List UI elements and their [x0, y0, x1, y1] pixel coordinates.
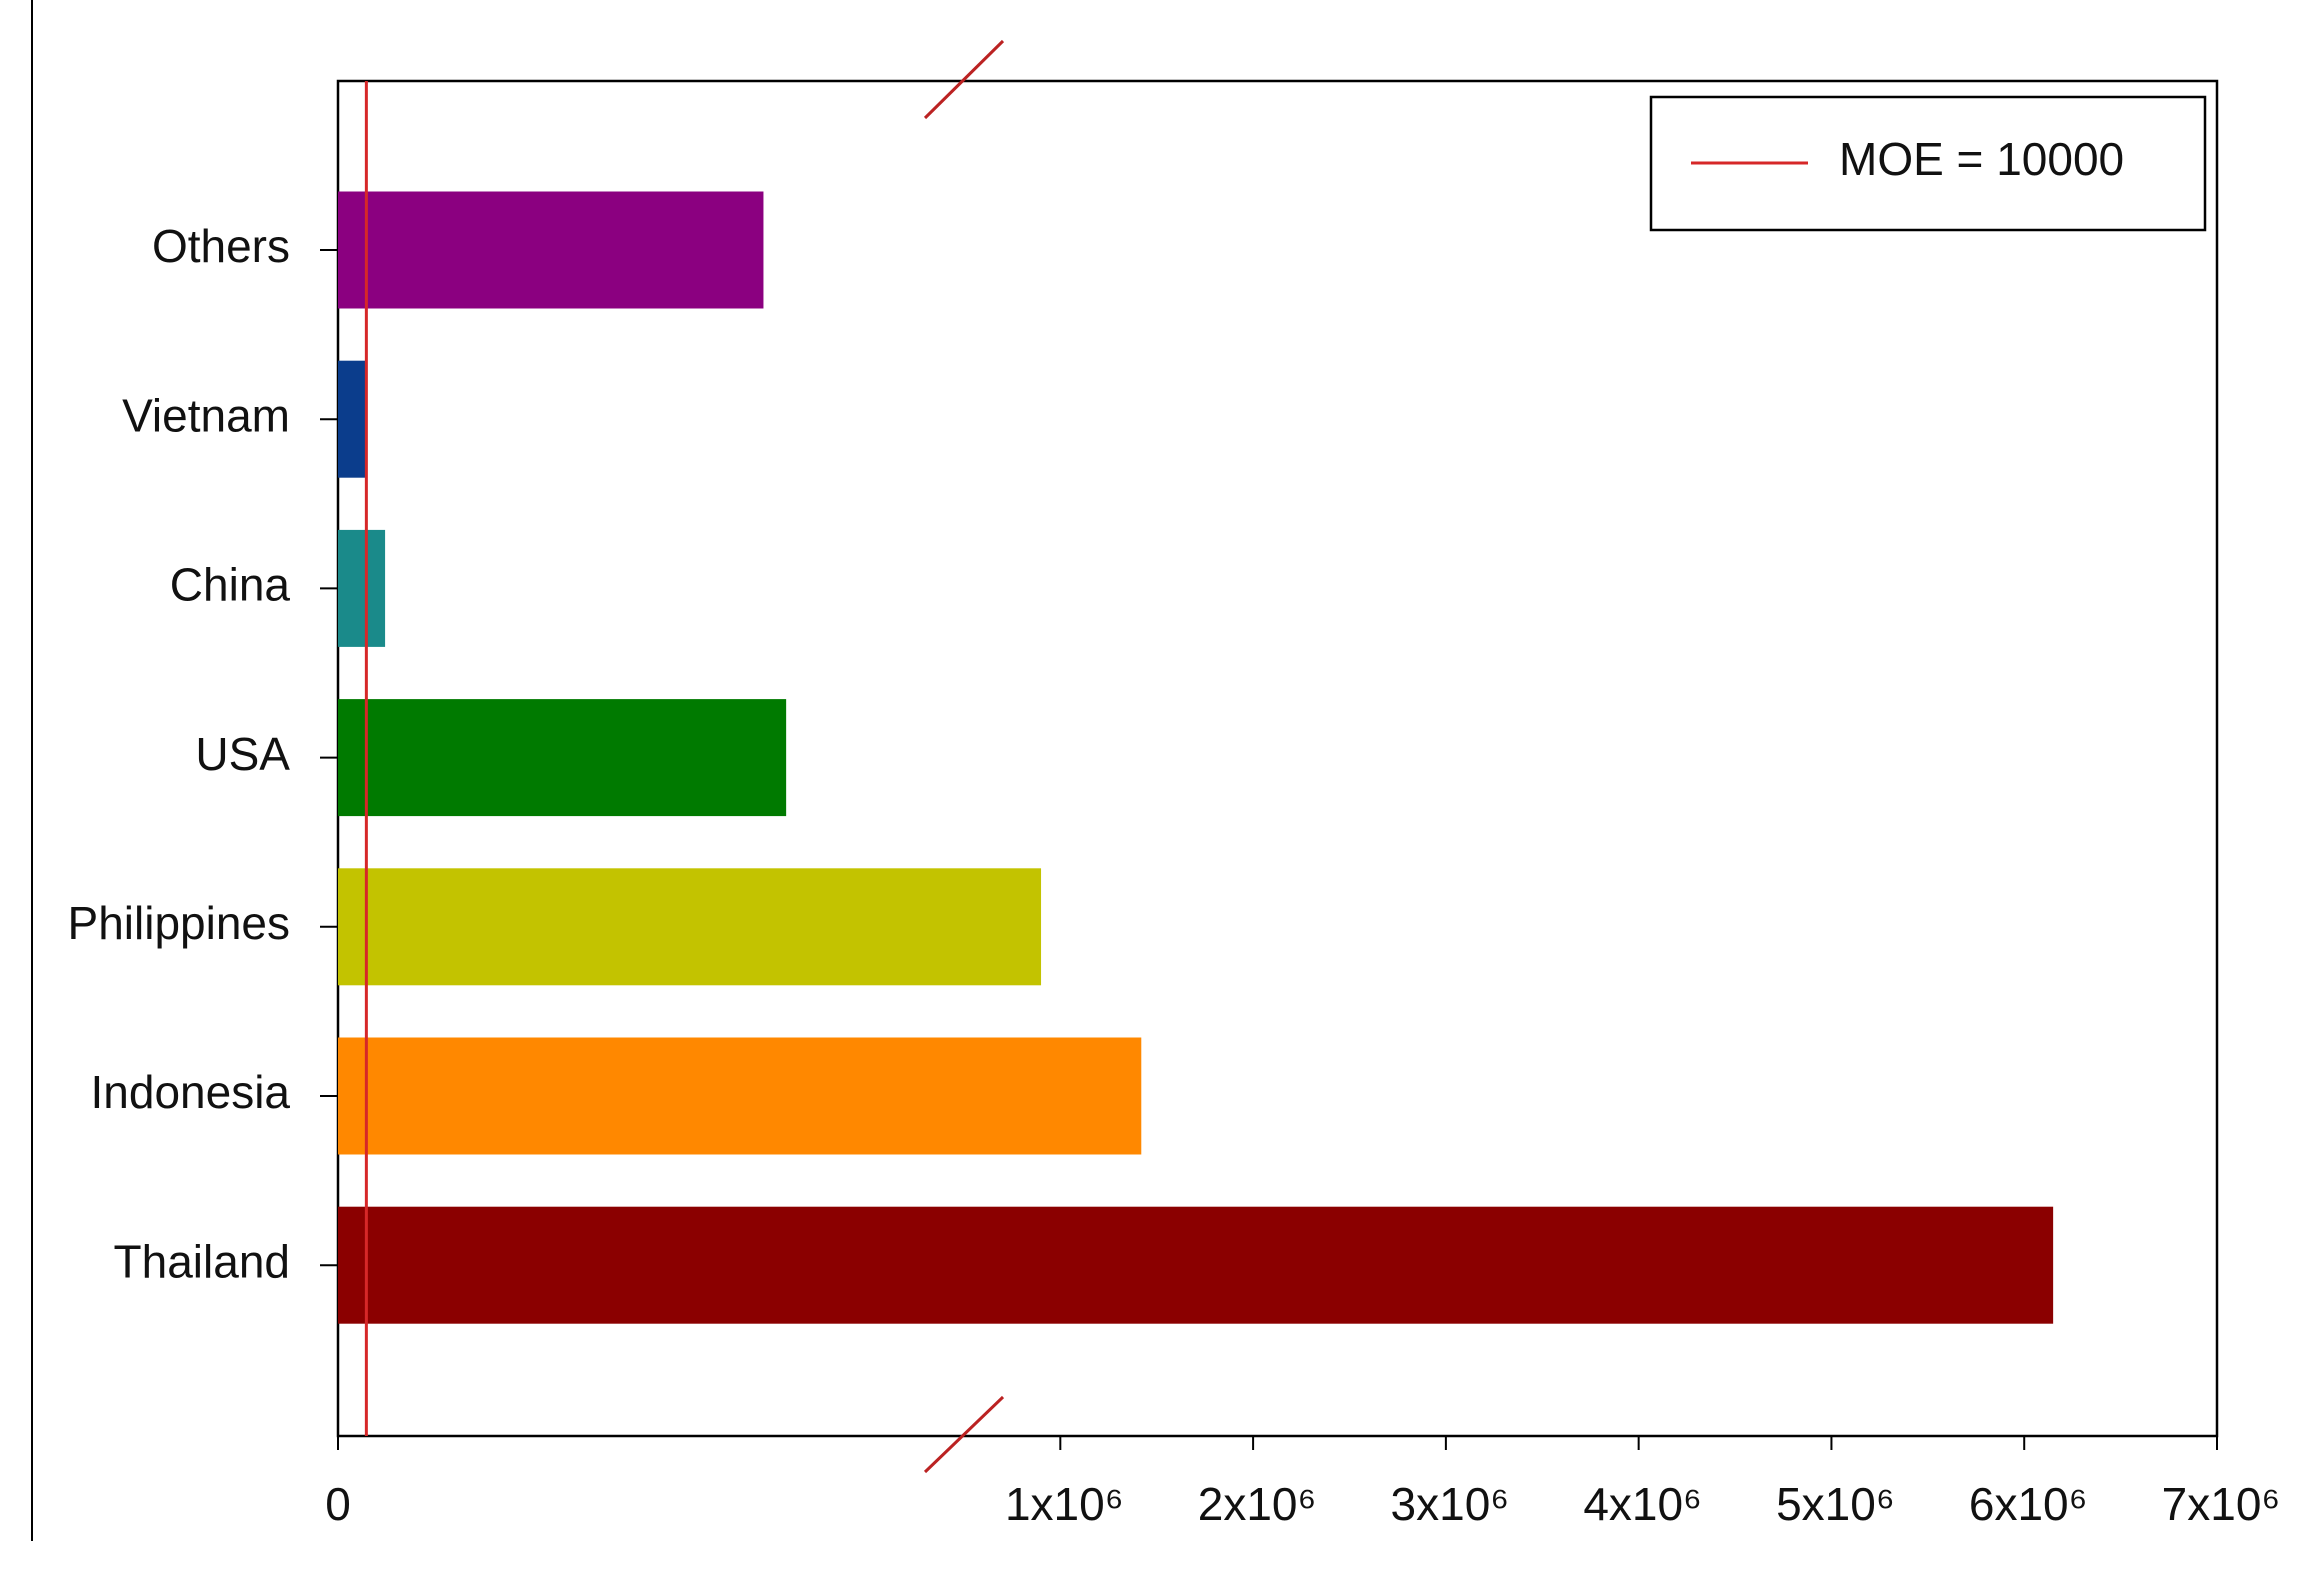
bar: [338, 1037, 1142, 1155]
x-tick-label: 5x10⁶: [1776, 1478, 1895, 1530]
axis-break-mark: [923, 1395, 1005, 1474]
x-tick-label: 0: [325, 1478, 351, 1530]
axis-break-mark: [923, 39, 1005, 120]
x-tick-label: 3x10⁶: [1391, 1478, 1510, 1530]
bar: [338, 360, 367, 478]
bar: [338, 868, 1042, 986]
bar: [338, 191, 764, 309]
x-tick-label: 2x10⁶: [1198, 1478, 1317, 1530]
x-tick-label: 7x10⁶: [2162, 1478, 2281, 1530]
bar: [338, 529, 386, 647]
x-tick-label: 4x10⁶: [1583, 1478, 1702, 1530]
y-tick-label: Vietnam: [122, 389, 290, 441]
legend-label: MOE = 10000: [1839, 133, 2124, 185]
x-tick-label: 6x10⁶: [1969, 1478, 2088, 1530]
y-tick-label: Philippines: [68, 897, 290, 949]
y-tick-label: China: [170, 559, 291, 611]
bar: [338, 699, 787, 817]
y-tick-label: USA: [195, 728, 290, 780]
y-tick-label: Others: [152, 220, 290, 272]
y-tick-label: Indonesia: [91, 1066, 291, 1118]
bar: [338, 1206, 2054, 1324]
x-tick-label: 1x10⁶: [1005, 1478, 1124, 1530]
y-tick-label: Thailand: [114, 1235, 290, 1287]
